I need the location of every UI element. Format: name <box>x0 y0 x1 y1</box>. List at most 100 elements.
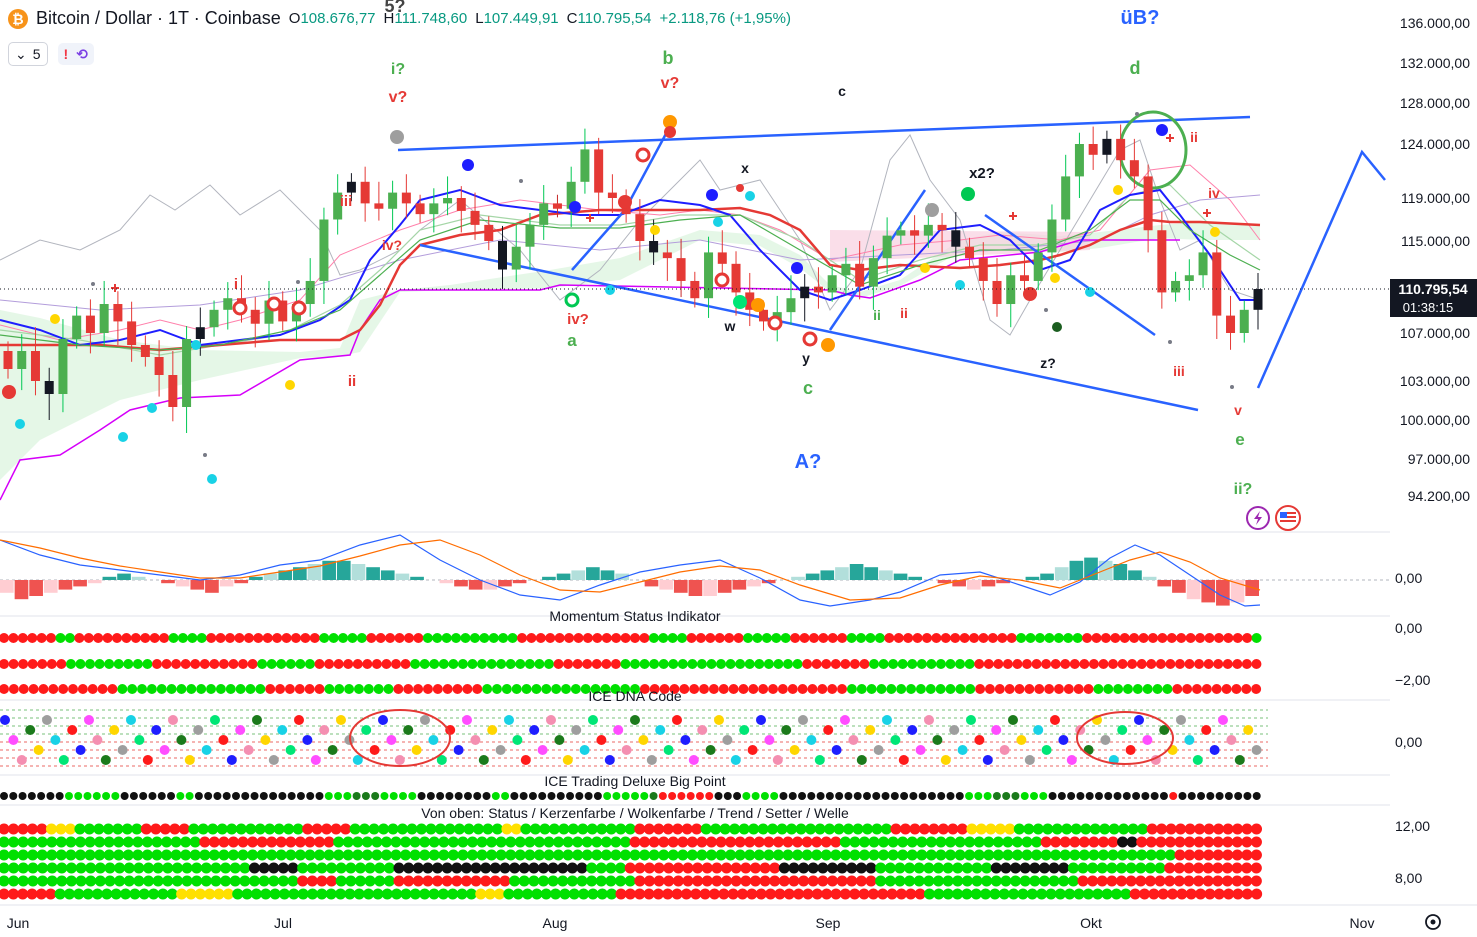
status-dot <box>1045 888 1057 900</box>
status-dot <box>381 888 393 900</box>
momentum-dot <box>127 684 138 694</box>
alert-sync-group[interactable]: ! ⟲ <box>57 43 94 65</box>
momentum-dot <box>897 659 908 669</box>
status-dot <box>658 836 670 848</box>
candle-body <box>676 258 686 281</box>
status-dot <box>170 836 182 848</box>
time-axis[interactable]: Jun Jul Aug Sep Okt Nov <box>7 915 1375 931</box>
macd-bar <box>879 570 893 580</box>
macd-bar <box>732 580 747 590</box>
candle-body <box>758 309 768 322</box>
big-point-dot <box>454 792 463 800</box>
candle-body <box>731 263 741 293</box>
wedge-trendlines[interactable] <box>397 115 1386 412</box>
momentum-dot <box>748 684 759 694</box>
status-dot <box>258 862 270 874</box>
status-dot <box>1078 849 1090 861</box>
status-dot <box>980 888 992 900</box>
momentum-dot <box>507 633 518 643</box>
big-point-dot <box>148 792 157 800</box>
settings-icon[interactable] <box>1425 914 1441 930</box>
status-dot <box>1077 875 1089 887</box>
status-dot <box>226 823 238 835</box>
status-dot <box>990 862 1002 874</box>
indicator-toggle-button[interactable]: ⌄ 5 <box>8 42 48 66</box>
sync-icon[interactable]: ⟲ <box>76 45 88 62</box>
big-point-dot <box>538 792 547 800</box>
status-dot <box>409 849 421 861</box>
flash-icon[interactable] <box>1246 506 1270 530</box>
status-dot <box>1137 823 1149 835</box>
status-dot <box>878 849 890 861</box>
status-dot <box>45 888 57 900</box>
status-dot <box>772 849 784 861</box>
status-dot <box>624 875 636 887</box>
momentum-dot <box>818 633 829 643</box>
status-dot <box>923 888 935 900</box>
status-dot <box>46 875 58 887</box>
status-dot <box>54 888 66 900</box>
status-dot <box>65 862 77 874</box>
status-dot <box>17 849 29 861</box>
status-dot <box>1193 862 1205 874</box>
big-point-dot <box>668 792 677 800</box>
signal-line <box>0 539 1261 601</box>
momentum-dot <box>385 633 396 643</box>
big-point-dot <box>92 792 101 800</box>
status-dot <box>451 862 463 874</box>
status-dot <box>1117 836 1129 848</box>
macd-bar <box>1113 564 1128 580</box>
momentum-dot <box>403 633 414 643</box>
highlight-ellipse-red-1 <box>349 709 451 767</box>
status-dot <box>701 875 713 887</box>
highlight-ellipse-green <box>1118 110 1188 190</box>
momentum-dot <box>807 684 818 694</box>
momentum-dot <box>866 684 877 694</box>
status-dot <box>776 823 788 835</box>
momentum-dot <box>869 659 880 669</box>
momentum-pane-title: Momentum Status Indikator <box>549 608 721 624</box>
momentum-dot <box>56 659 67 669</box>
status-dot <box>294 849 306 861</box>
status-dot <box>765 888 777 900</box>
big-point-dot <box>1030 792 1039 800</box>
status-dot <box>277 875 289 887</box>
momentum-dot <box>639 659 650 669</box>
small-dot <box>203 453 207 457</box>
status-dot <box>772 836 784 848</box>
status-dot <box>476 836 488 848</box>
status-dot <box>586 875 598 887</box>
exclamation-icon[interactable]: ! <box>63 46 69 62</box>
status-dot <box>1222 836 1234 848</box>
price-axis[interactable]: 136.000,00132.000,00128.000,00124.000,00… <box>1400 15 1470 504</box>
dna-dot <box>1184 735 1195 745</box>
us-flag-icon[interactable] <box>1275 505 1301 531</box>
status-dot <box>945 836 956 848</box>
status-dot <box>208 849 220 861</box>
momentum-dot <box>410 659 421 669</box>
momentum-dot <box>1113 684 1124 694</box>
big-point-dot <box>1002 792 1011 800</box>
ring-marker <box>266 296 282 312</box>
momentum-dot <box>601 659 612 669</box>
dna-dot <box>840 715 850 725</box>
status-dot <box>839 849 851 861</box>
status-dot <box>218 849 230 861</box>
momentum-dot <box>802 659 813 669</box>
symbol-title[interactable]: Bitcoin / Dollar · 1T · Coinbase <box>36 8 281 28</box>
momentum-dot <box>945 684 956 694</box>
high-value: 111.748,60 <box>394 10 468 27</box>
momentum-dot <box>284 684 295 694</box>
status-dot <box>8 862 20 874</box>
status-dot <box>181 875 193 887</box>
status-dot <box>1241 862 1253 874</box>
status-dot <box>514 836 526 848</box>
candle-body <box>662 252 672 259</box>
price-tick-label: 100.000,00 <box>1400 412 1470 428</box>
dna-dot <box>42 715 52 725</box>
status-dot <box>708 888 720 900</box>
dna-dot <box>865 725 876 735</box>
momentum-dot <box>718 684 729 694</box>
big-point-dot <box>640 792 649 800</box>
